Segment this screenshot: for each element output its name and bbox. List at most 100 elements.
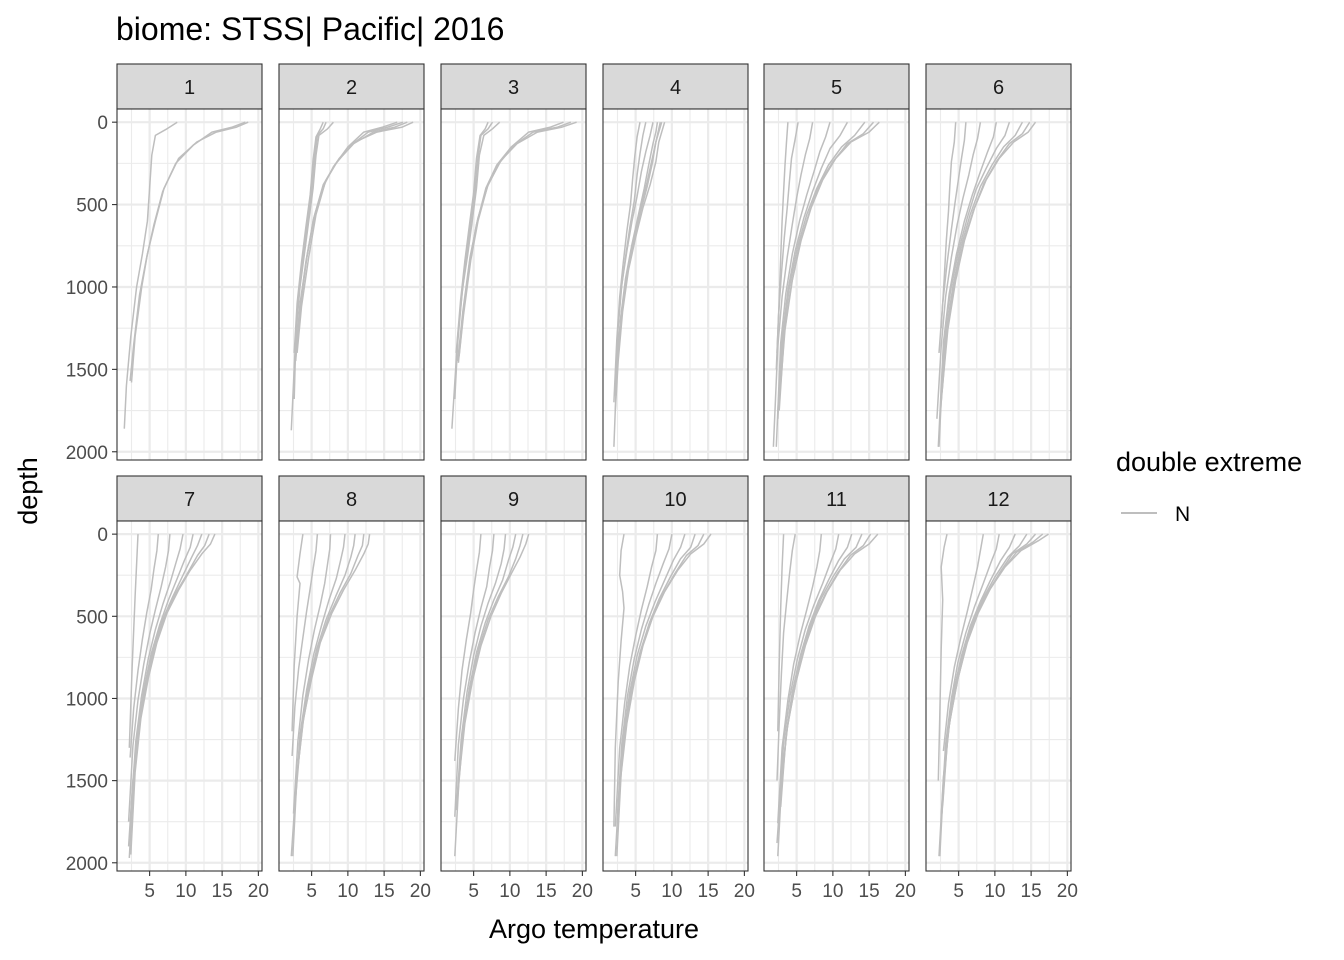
panel-border (278, 520, 425, 872)
facet-strip (440, 475, 587, 522)
facet-strip (763, 63, 910, 110)
facet-panel-1: 1 0 500 1000 1500 2000 (66, 63, 263, 464)
facet-strip-label: 10 (664, 489, 686, 511)
facet-strip-label: 1 (184, 77, 195, 99)
facet-panel-11: 11 5 10 15 20 (763, 475, 916, 902)
profile-line (457, 121, 564, 363)
facet-panel-2: 2 (278, 63, 425, 461)
x-tick-label: 15 (212, 881, 233, 902)
profile-line (454, 534, 495, 817)
x-tick-label: 10 (822, 881, 843, 902)
profile-line (613, 533, 625, 827)
facet-strip (602, 475, 749, 522)
x-tick-label: 15 (1021, 881, 1042, 902)
facet-panel-3: 3 (440, 63, 587, 461)
profile-line (294, 534, 346, 807)
facet-strip (602, 63, 749, 110)
facet-strip-label: 8 (346, 489, 357, 511)
profile-line (617, 533, 686, 807)
y-tick-label: 0 (97, 525, 108, 546)
x-tick-label: 10 (984, 881, 1005, 902)
y-tick-label: 0 (97, 113, 108, 134)
x-tick-label: 5 (791, 881, 802, 902)
profiles (290, 121, 414, 431)
profile-line (941, 533, 1016, 814)
profiles (613, 121, 666, 447)
y-tick-label: 1500 (66, 360, 108, 381)
profile-line (778, 533, 840, 814)
profile-line (293, 121, 324, 353)
facet-strip (440, 63, 587, 110)
y-tick-label: 1500 (66, 772, 108, 793)
profile-line (940, 533, 1000, 817)
y-tick-label: 2000 (66, 854, 108, 875)
x-tick-label: 20 (895, 881, 916, 902)
profile-line (455, 534, 507, 811)
facet-strip-label: 12 (987, 489, 1009, 511)
facet-strip-label: 9 (508, 489, 519, 511)
panel-border (440, 108, 587, 461)
x-axis-title: Argo temperature (489, 914, 699, 944)
panel-border (278, 108, 425, 461)
facet-panel-5: 5 (763, 63, 910, 461)
x-tick-label: 15 (536, 881, 557, 902)
panel-border (925, 520, 1072, 872)
x-tick-label: 10 (499, 881, 520, 902)
profile-line (454, 534, 482, 761)
profile-line (777, 121, 849, 413)
profile-line (292, 534, 332, 814)
facet-strip (116, 475, 263, 522)
profile-line (294, 121, 398, 365)
x-tick-label: 15 (859, 881, 880, 902)
profile-line (776, 122, 789, 353)
x-tick-label: 20 (248, 881, 269, 902)
panel-border (602, 108, 749, 461)
x-tick-label: 10 (175, 881, 196, 902)
x-tick-label: 5 (953, 881, 964, 902)
x-tick-label: 10 (337, 881, 358, 902)
x-tick-label: 20 (572, 881, 593, 902)
x-tick-label: 20 (1057, 881, 1078, 902)
y-tick-label: 500 (76, 607, 108, 628)
facet-strip-label: 7 (184, 489, 195, 511)
x-tick-label: 5 (144, 881, 155, 902)
panel-background (441, 109, 586, 460)
panel-border (116, 520, 263, 872)
profile-line (128, 534, 139, 748)
facet-panel-8: 8 5 10 15 20 (278, 475, 431, 902)
profile-line (777, 534, 823, 824)
profile-line (775, 121, 831, 447)
profiles (772, 121, 880, 447)
profile-line (942, 533, 985, 752)
x-tick-label: 5 (306, 881, 317, 902)
gridlines (279, 109, 424, 460)
profile-line (777, 534, 785, 732)
y-tick-label: 1000 (66, 278, 108, 299)
profile-line (613, 122, 641, 403)
profile-line (936, 122, 982, 419)
facet-strip (116, 63, 263, 110)
profile-line (772, 122, 814, 447)
y-axis-title: depth (13, 457, 43, 525)
x-tick-label: 20 (410, 881, 431, 902)
y-tick-label: 2000 (66, 443, 108, 464)
gridlines (441, 109, 586, 460)
profile-line (776, 533, 796, 781)
x-tick-label: 20 (734, 881, 755, 902)
gridlines (764, 521, 909, 871)
panel-border (602, 520, 749, 872)
profile-line (940, 121, 1031, 403)
profiles (454, 533, 530, 857)
facet-strip-label: 3 (508, 77, 519, 99)
profile-line (130, 533, 184, 814)
profile-line (614, 122, 662, 396)
profiles (937, 533, 1049, 857)
facet-strip-label: 6 (993, 77, 1004, 99)
legend-title: double extreme (1116, 447, 1302, 477)
facet-strip (278, 475, 425, 522)
profiles (123, 121, 249, 429)
panel-border (763, 108, 910, 461)
facet-panel-12: 12 5 10 15 20 (925, 475, 1078, 902)
profiles (290, 533, 371, 857)
